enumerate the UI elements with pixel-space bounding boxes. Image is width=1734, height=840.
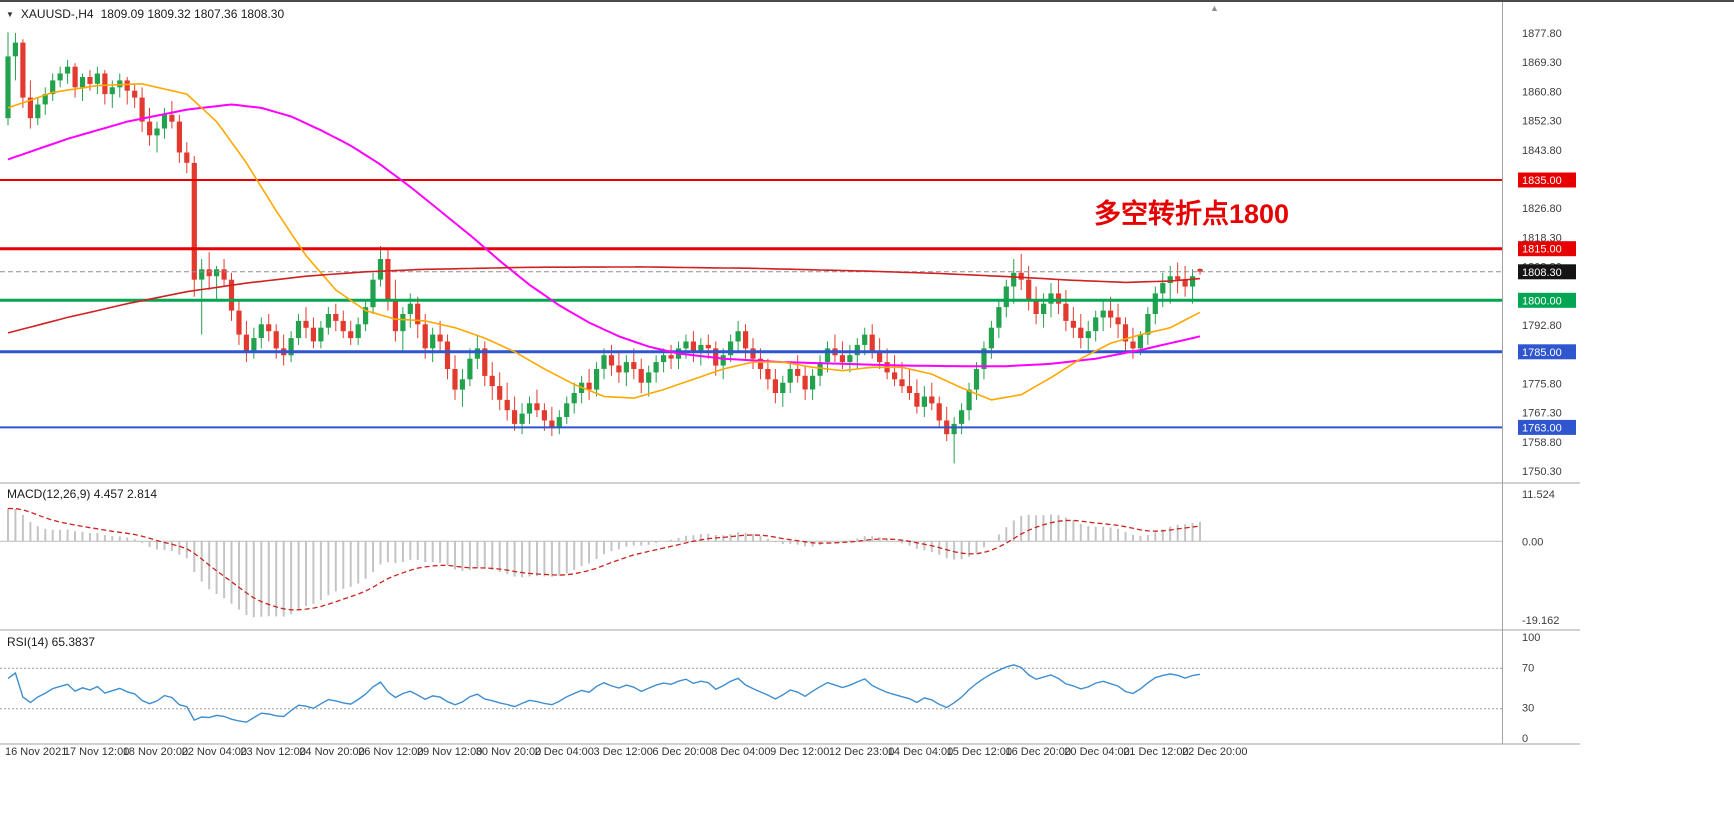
time-label: 24 Nov 20:00 [299, 746, 364, 758]
price-tick-label: 1750.30 [1522, 466, 1562, 478]
annotation-text[interactable]: 多空转折点1800 [1094, 199, 1290, 229]
collapse-icon[interactable]: ▼ [6, 9, 14, 19]
time-label: 21 Dec 12:00 [1123, 746, 1188, 758]
symbol-ohlc-title: ▼ XAUUSD-,H4 1809.09 1809.32 1807.36 180… [6, 7, 284, 21]
ohlc-values: 1809.09 1809.32 1807.36 1808.30 [100, 7, 285, 21]
rsi-line [7, 664, 1201, 723]
macd-axis-label: 0.00 [1522, 536, 1543, 548]
rsi-axis-label: 0 [1522, 733, 1528, 745]
price-badge-label: 1763.00 [1522, 422, 1562, 434]
price-tick-label: 1826.80 [1522, 203, 1562, 215]
time-label: 26 Nov 12:00 [358, 746, 423, 758]
price-badge-label: 1785.00 [1522, 347, 1562, 359]
time-label: 3 Dec 12:00 [594, 746, 653, 758]
price-tick-label: 1877.80 [1522, 28, 1562, 40]
price-badge-label: 1808.30 [1522, 267, 1562, 279]
price-badge-label: 1815.00 [1522, 244, 1562, 256]
rsi-axis-label: 30 [1522, 703, 1534, 715]
rsi-indicator-label: RSI(14) 65.3837 [7, 635, 96, 649]
macd-axis-label: 11.524 [1522, 489, 1555, 501]
time-label: 18 Nov 20:00 [123, 746, 188, 758]
price-badge [1518, 172, 1576, 188]
price-badge-label: 1835.00 [1522, 175, 1562, 187]
price-axis[interactable]: 1877.80 1869.30 1860.80 1852.30 1843.80 1826.… [1518, 28, 1576, 478]
price-badge [1518, 241, 1576, 257]
time-label: 17 Nov 12:00 [64, 746, 129, 758]
macd-signal-line [7, 507, 1201, 611]
ma-orange-line [7, 82, 1201, 401]
time-label: 30 Nov 20:00 [476, 746, 541, 758]
time-label: 14 Dec 04:00 [888, 746, 953, 758]
time-label: 16 Nov 2021 [5, 746, 67, 758]
rsi-axis-label: 100 [1522, 632, 1540, 644]
time-label: 29 Nov 12:00 [417, 746, 482, 758]
time-label: 6 Dec 20:00 [652, 746, 711, 758]
time-label: 22 Dec 20:00 [1182, 746, 1247, 758]
time-label: 20 Dec 04:00 [1064, 746, 1129, 758]
time-label: 9 Dec 12:00 [770, 746, 829, 758]
time-label: 12 Dec 23:00 [829, 746, 894, 758]
ma-red-line [7, 266, 1201, 334]
price-badge-label: 1800.00 [1522, 295, 1562, 307]
time-label: 22 Nov 04:00 [182, 746, 247, 758]
price-tick-label: 1869.30 [1522, 57, 1562, 69]
price-badge [1518, 292, 1576, 308]
candles [5, 32, 1203, 464]
time-label: 8 Dec 04:00 [711, 746, 770, 758]
macd-histogram [7, 508, 1201, 618]
symbol-label: XAUUSD-,H4 [20, 7, 94, 21]
price-badge [1518, 264, 1576, 280]
time-label: 15 Dec 12:00 [947, 746, 1012, 758]
price-badge [1518, 344, 1576, 360]
price-badge [1518, 419, 1576, 435]
price-tick-label: 1792.80 [1522, 320, 1562, 332]
price-tick-label: 1852.30 [1522, 116, 1562, 128]
price-tick-label: 1843.80 [1522, 145, 1562, 157]
macd-axis-label: -19.162 [1522, 615, 1559, 627]
price-tick-label: 1767.30 [1522, 408, 1562, 420]
time-label: 16 Dec 20:00 [1006, 746, 1071, 758]
rsi-axis-label: 70 [1522, 662, 1534, 674]
price-tick-label: 1860.80 [1522, 86, 1562, 98]
ma-magenta-line [7, 103, 1201, 368]
macd-indicator-label: MACD(12,26,9) 4.457 2.814 [7, 487, 158, 501]
time-label: 2 Dec 04:00 [535, 746, 594, 758]
price-tick-label: 1758.80 [1522, 437, 1562, 449]
auto-scroll-icon[interactable]: ▲ [1210, 3, 1219, 13]
time-label: 23 Nov 12:00 [240, 746, 305, 758]
price-tick-label: 1775.80 [1522, 378, 1562, 390]
